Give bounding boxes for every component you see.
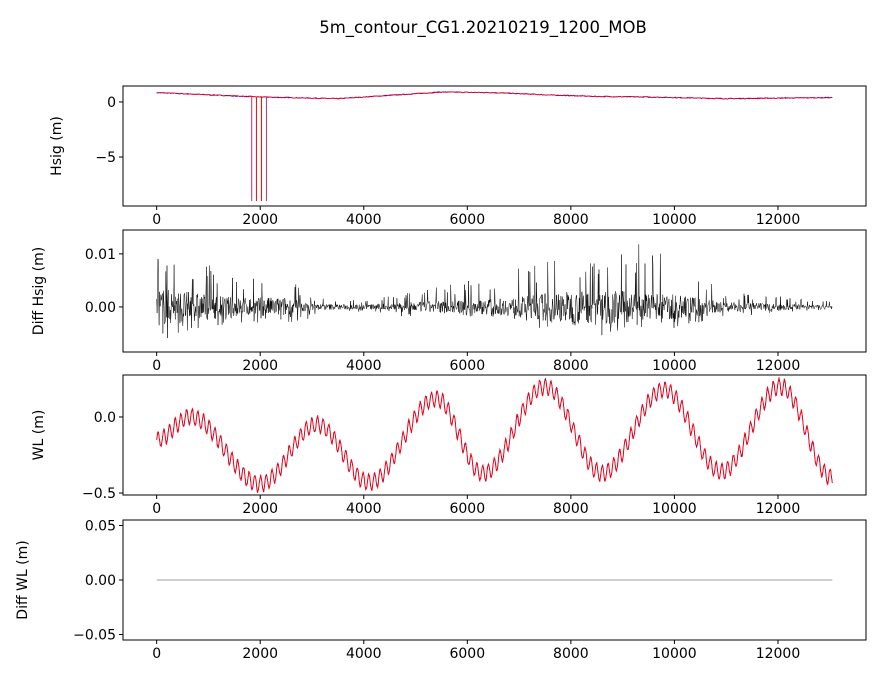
series-b-line	[156, 377, 833, 493]
axes-frame	[122, 229, 867, 353]
axes-frame	[122, 374, 867, 496]
x-tick-label: 10000	[652, 358, 697, 374]
x-tick-label: 8000	[553, 501, 589, 517]
y-axis-label: Diff WL (m)	[15, 540, 31, 619]
x-tick-label: 8000	[553, 646, 589, 662]
y-axis-label: Diff Hsig (m)	[31, 247, 47, 335]
x-tick-label: 8000	[553, 212, 589, 228]
subplot-4: 0 2000 4000 6000 8000 10000 12000 0.05 0.00 −0.05…	[15, 518, 867, 662]
x-tick-label: 12000	[756, 358, 801, 374]
x-tick-label: 4000	[346, 646, 382, 662]
x-tick-label: 10000	[652, 501, 697, 517]
x-tick-label: 10000	[652, 646, 697, 662]
y-tick-label: 0.00	[85, 300, 116, 316]
y-tick-label: −5	[95, 150, 116, 166]
y-tick-label: −0.05	[73, 628, 116, 644]
y-tick-label: 0.00	[85, 573, 116, 589]
x-tick-label: 6000	[449, 212, 485, 228]
y-tick-label: 0.01	[85, 247, 116, 263]
plot-area	[156, 244, 833, 339]
x-tick-label: 4000	[346, 358, 382, 374]
chart-title: 5m_contour_CG1.20210219_1200_MOB	[319, 18, 647, 38]
x-tick-label: 2000	[242, 212, 278, 228]
plot-area	[156, 91, 833, 202]
x-tick-label: 4000	[346, 212, 382, 228]
x-tick-label: 12000	[756, 212, 801, 228]
x-tick-label: 0	[152, 358, 161, 374]
y-tick-label: −0.5	[82, 486, 116, 502]
y-axis-label: WL (m)	[31, 410, 47, 461]
x-tick-label: 0	[152, 501, 161, 517]
x-tick-label: 0	[152, 212, 161, 228]
x-tick-label: 4000	[346, 501, 382, 517]
x-tick-label: 6000	[449, 358, 485, 374]
x-tick-label: 6000	[449, 501, 485, 517]
diff-hsig-line	[156, 244, 833, 339]
y-tick-label: 0.05	[85, 518, 116, 534]
x-tick-label: 0	[152, 646, 161, 662]
x-tick-label: 2000	[242, 501, 278, 517]
subplot-3: 0 2000 4000 6000 8000 10000 12000 0.0 −0.5 WL (m)	[31, 374, 867, 517]
y-axis-label: Hsig (m)	[49, 116, 65, 176]
axes-frame	[122, 85, 867, 207]
x-tick-label: 12000	[756, 646, 801, 662]
series-b-line	[156, 91, 833, 100]
x-tick-label: 10000	[652, 212, 697, 228]
x-tick-label: 8000	[553, 358, 589, 374]
subplot-1: 0 2000 4000 6000 8000 10000 12000 0 −5 Hsig (m)	[49, 85, 867, 228]
y-tick-label: 0.0	[94, 410, 116, 426]
x-tick-label: 2000	[242, 358, 278, 374]
y-tick-label: 0	[107, 95, 116, 111]
x-tick-label: 12000	[756, 501, 801, 517]
x-tick-label: 2000	[242, 646, 278, 662]
plot-area	[156, 377, 833, 493]
x-tick-label: 6000	[449, 646, 485, 662]
subplot-2: 0 2000 4000 6000 8000 10000 12000 0.01 0.00 Diff …	[31, 229, 867, 374]
